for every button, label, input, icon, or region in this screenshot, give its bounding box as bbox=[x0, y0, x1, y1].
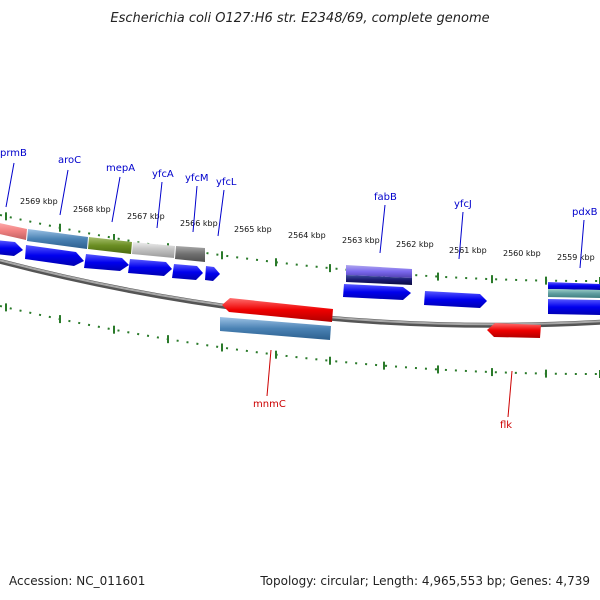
scale-label-2568: 2568 kbp bbox=[73, 205, 111, 214]
scale-label-2563: 2563 kbp bbox=[342, 236, 380, 245]
gene-label-mepA: mepA bbox=[106, 163, 135, 174]
scale-label-2566: 2566 kbp bbox=[180, 219, 218, 228]
cds-arrow-3 bbox=[84, 254, 129, 271]
upper-tick-ring bbox=[0, 214, 600, 283]
cds-arrow-4 bbox=[128, 259, 172, 276]
reverse-feature-row bbox=[220, 298, 541, 340]
map-title: Escherichia coli O127:H6 str. E2348/69, … bbox=[110, 11, 489, 26]
scale-label-2559: 2559 kbp bbox=[557, 253, 595, 262]
feature-steelblue bbox=[27, 229, 88, 249]
cds-arrow-9 bbox=[548, 299, 600, 315]
gene-label-yfcL: yfcL bbox=[216, 177, 237, 188]
lower-major-ticks bbox=[5, 303, 600, 378]
cds-arrow-2 bbox=[25, 245, 84, 266]
gene-label-aroC: aroC bbox=[58, 155, 81, 166]
forward-cds-row bbox=[0, 240, 600, 315]
gene-feature-row bbox=[0, 223, 600, 298]
gene-label-prmB: prmB bbox=[0, 148, 27, 159]
accession-text: Accession: NC_011601 bbox=[9, 574, 146, 588]
feature-blue-right bbox=[548, 282, 600, 290]
gene-label-pdxB: pdxB bbox=[572, 207, 598, 218]
rev-feature-steel bbox=[220, 317, 331, 340]
rev-feature-red-2 bbox=[487, 323, 541, 338]
cds-arrow-5 bbox=[172, 264, 203, 280]
feature-olive bbox=[88, 237, 132, 254]
feature-gray bbox=[175, 246, 205, 262]
scale-label-2569: 2569 kbp bbox=[20, 197, 58, 206]
feature-pink bbox=[0, 223, 27, 240]
scale-label-2567: 2567 kbp bbox=[127, 212, 165, 221]
cds-arrow-8 bbox=[424, 291, 487, 308]
lower-tick-ring bbox=[0, 305, 600, 376]
scale-label-2561: 2561 kbp bbox=[449, 246, 487, 255]
gene-label-mnmC: mnmC bbox=[253, 399, 286, 410]
gene-label-yfcJ: yfcJ bbox=[454, 199, 472, 210]
gene-label-yfcA: yfcA bbox=[152, 169, 174, 180]
feature-silver bbox=[132, 242, 175, 258]
cds-arrow-1 bbox=[0, 240, 23, 256]
rev-feature-red-1 bbox=[222, 298, 333, 322]
feature-purple bbox=[346, 265, 412, 278]
feature-navy bbox=[346, 275, 412, 285]
gene-label-flk: flk bbox=[500, 420, 512, 431]
feature-teal-right bbox=[548, 289, 600, 298]
gene-label-fabB: fabB bbox=[374, 192, 397, 203]
gene-label-yfcM: yfcM bbox=[185, 173, 209, 184]
cds-arrow-7 bbox=[343, 284, 411, 300]
reverse-label-lines bbox=[266, 349, 513, 418]
scale-label-2560: 2560 kbp bbox=[503, 249, 541, 258]
topology-text: Topology: circular; Length: 4,965,553 bp… bbox=[260, 574, 590, 588]
scale-label-2565: 2565 kbp bbox=[234, 225, 272, 234]
forward-label-lines bbox=[5, 162, 585, 269]
cds-arrow-6 bbox=[205, 266, 220, 281]
scale-label-2564: 2564 kbp bbox=[288, 231, 326, 240]
scale-label-2562: 2562 kbp bbox=[396, 240, 434, 249]
